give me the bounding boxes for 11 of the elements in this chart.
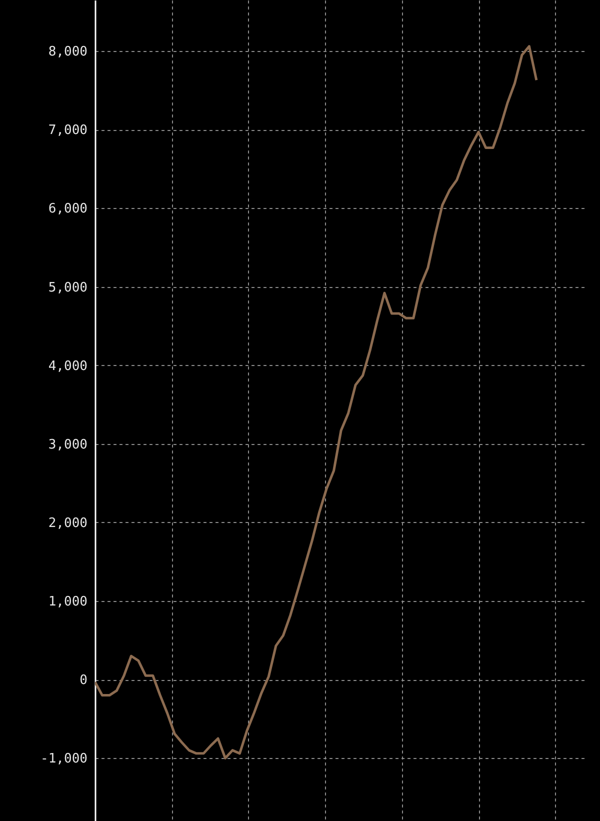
line-series	[95, 45, 538, 760]
y-tick-label: 2,000	[48, 516, 88, 531]
y-tick-label: 3,000	[48, 437, 88, 452]
y-tick-label: 4,000	[48, 358, 88, 374]
y-tick-label: -1,000	[40, 752, 88, 767]
y-tick-label: 7,000	[48, 123, 88, 138]
y-tick-label: 6,000	[48, 202, 88, 217]
y-tick-label: 5,000	[48, 280, 88, 296]
y-tick-label: 0	[80, 673, 88, 688]
y-tick-label: 1,000	[48, 594, 88, 610]
y-tick-label: 8,000	[48, 44, 88, 60]
